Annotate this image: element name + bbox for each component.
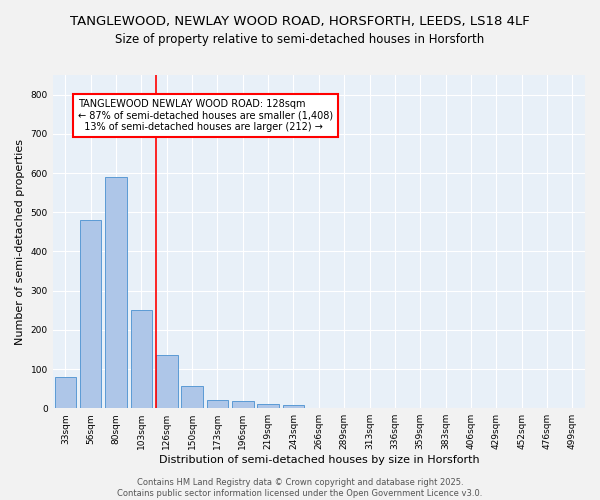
- Bar: [283, 405, 304, 408]
- Bar: [55, 377, 76, 408]
- Bar: [131, 310, 152, 408]
- Bar: [105, 177, 127, 408]
- X-axis label: Distribution of semi-detached houses by size in Horsforth: Distribution of semi-detached houses by …: [158, 455, 479, 465]
- Text: TANGLEWOOD NEWLAY WOOD ROAD: 128sqm
← 87% of semi-detached houses are smaller (1: TANGLEWOOD NEWLAY WOOD ROAD: 128sqm ← 87…: [78, 98, 333, 132]
- Text: TANGLEWOOD, NEWLAY WOOD ROAD, HORSFORTH, LEEDS, LS18 4LF: TANGLEWOOD, NEWLAY WOOD ROAD, HORSFORTH,…: [70, 15, 530, 28]
- Y-axis label: Number of semi-detached properties: Number of semi-detached properties: [15, 138, 25, 344]
- Bar: [181, 386, 203, 408]
- Bar: [257, 404, 279, 408]
- Text: Contains HM Land Registry data © Crown copyright and database right 2025.
Contai: Contains HM Land Registry data © Crown c…: [118, 478, 482, 498]
- Bar: [232, 401, 254, 408]
- Text: Size of property relative to semi-detached houses in Horsforth: Size of property relative to semi-detach…: [115, 32, 485, 46]
- Bar: [206, 400, 228, 408]
- Bar: [80, 220, 101, 408]
- Bar: [156, 356, 178, 408]
